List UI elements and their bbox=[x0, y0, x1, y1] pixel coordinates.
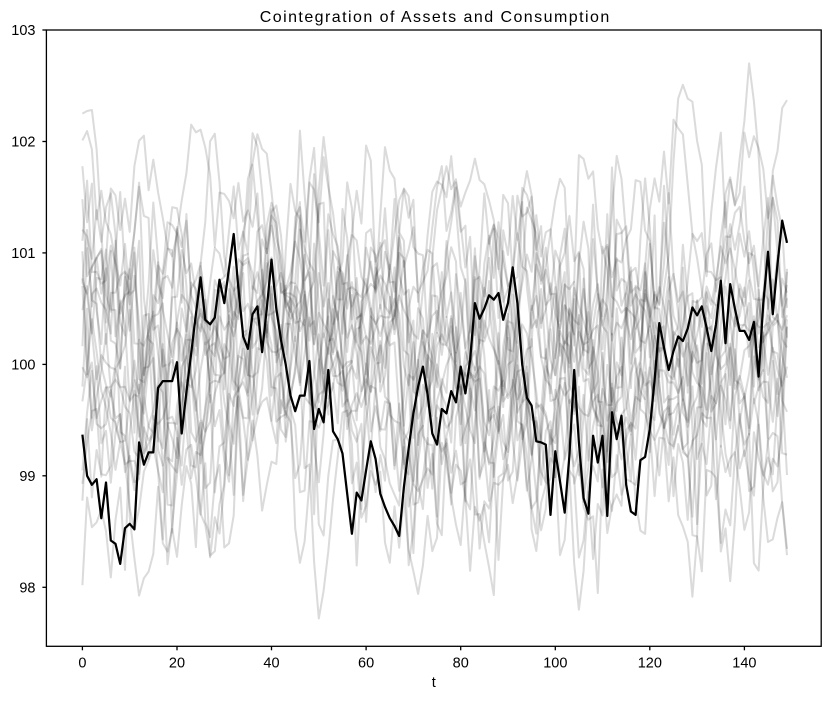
svg-text:60: 60 bbox=[358, 656, 374, 672]
svg-text:100: 100 bbox=[543, 656, 567, 672]
svg-text:Cointegration of Assets and Co: Cointegration of Assets and Consumption bbox=[260, 9, 611, 26]
svg-text:80: 80 bbox=[453, 656, 469, 672]
svg-text:98: 98 bbox=[19, 581, 35, 597]
svg-text:0: 0 bbox=[78, 656, 86, 672]
svg-text:120: 120 bbox=[638, 656, 662, 672]
svg-text:40: 40 bbox=[263, 656, 279, 672]
svg-text:99: 99 bbox=[19, 469, 35, 485]
svg-text:102: 102 bbox=[11, 135, 35, 151]
svg-text:103: 103 bbox=[11, 23, 35, 39]
svg-text:101: 101 bbox=[11, 246, 35, 262]
svg-text:140: 140 bbox=[732, 656, 756, 672]
svg-text:20: 20 bbox=[169, 656, 185, 672]
svg-text:100: 100 bbox=[11, 358, 35, 374]
svg-text:t: t bbox=[432, 675, 436, 691]
